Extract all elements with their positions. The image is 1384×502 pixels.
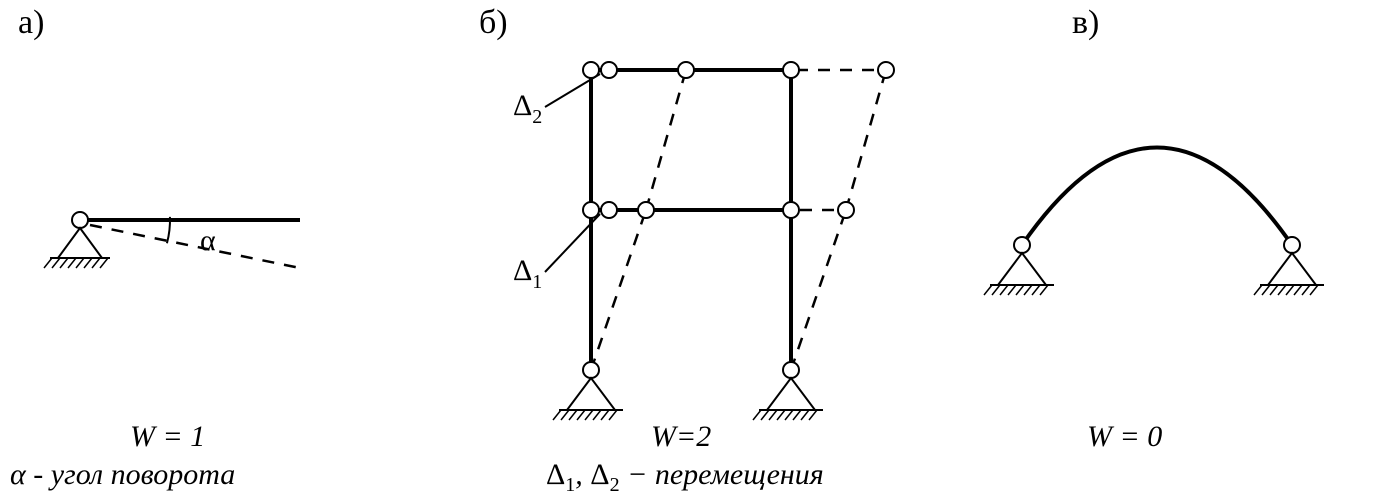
panel-b: б) Δ2Δ1 W=2 Δ1, Δ2 − перемещения xyxy=(461,0,922,502)
panel-c-formula: W = 0 xyxy=(1087,420,1162,454)
panel-b-formula: W=2 xyxy=(651,420,711,454)
panel-c: в) W = 0 xyxy=(922,0,1384,502)
svg-text:Δ2: Δ2 xyxy=(513,89,542,128)
panel-a-formula: W = 1 xyxy=(130,420,205,454)
svg-text:Δ1: Δ1 xyxy=(513,254,542,293)
panel-b-caption: Δ1, Δ2 − перемещения xyxy=(546,458,824,497)
svg-text:α: α xyxy=(200,224,216,257)
panel-a-caption: α - угол поворота xyxy=(10,458,235,492)
diagram-c xyxy=(922,0,1384,400)
panel-a: а) α W = 1 α - угол поворота xyxy=(0,0,461,502)
diagram-b: Δ2 Δ1 xyxy=(461,0,922,410)
diagram-a: α xyxy=(0,0,461,400)
figure-stage: а) α W = 1 α - угол поворота б) Δ2Δ1 W=2… xyxy=(0,0,1384,502)
